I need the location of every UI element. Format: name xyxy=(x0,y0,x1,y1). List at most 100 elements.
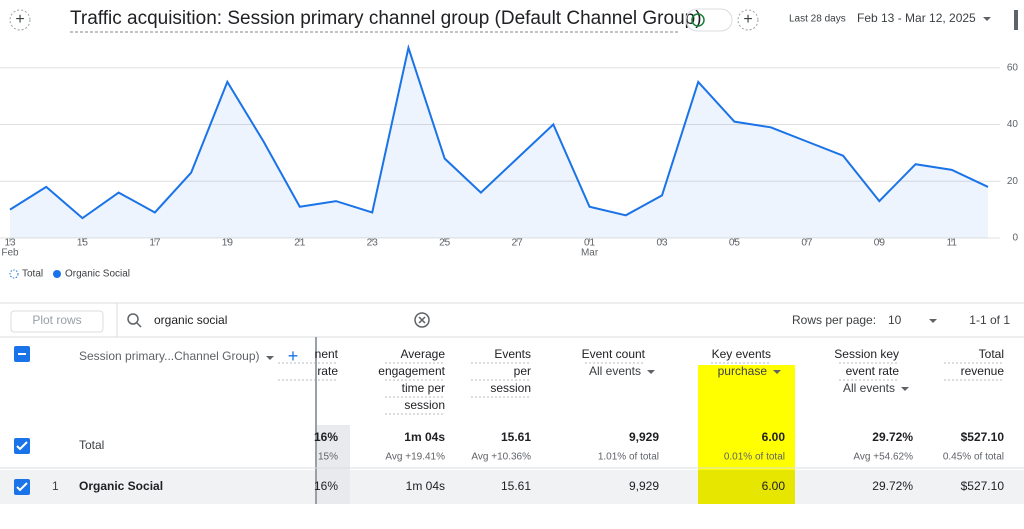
row-bg xyxy=(0,470,1024,504)
plus-icon: + xyxy=(743,11,752,28)
header-bar xyxy=(0,0,1024,40)
line xyxy=(9,44,989,220)
x-tick-label: 09 xyxy=(874,238,886,249)
panel-icon[interactable] xyxy=(1014,10,1018,30)
total-note: Avg +19.41% xyxy=(385,452,445,463)
total-note: Avg +10.36% xyxy=(471,452,531,463)
column-header[interactable]: Total xyxy=(979,347,1004,361)
search-icon xyxy=(127,313,139,325)
column-header[interactable]: Session key xyxy=(834,347,899,361)
x-tick-label: 07 xyxy=(801,238,813,249)
check xyxy=(16,441,28,451)
pagination: 1-1 of 1 xyxy=(969,313,1010,327)
cell-value: 29.72% xyxy=(872,479,913,493)
rows-per-page[interactable]: 10 xyxy=(888,313,902,327)
add-dimension[interactable]: + xyxy=(288,346,299,366)
x-tick-sublabel: Feb xyxy=(1,248,19,259)
column-header[interactable]: Average xyxy=(401,347,446,361)
total-label: Total xyxy=(79,438,104,452)
add-comparison[interactable] xyxy=(737,9,759,31)
metric-selector[interactable]: All events xyxy=(843,381,895,395)
total-value: 15.61 xyxy=(501,430,531,444)
y-tick-label: 0 xyxy=(1012,233,1018,244)
column-header[interactable]: rate xyxy=(317,364,338,378)
column-header[interactable]: Events xyxy=(494,347,531,361)
check xyxy=(16,482,28,492)
total-note: Avg +54.62% xyxy=(853,452,913,463)
dimension-header[interactable]: Session primary...Channel Group) xyxy=(79,349,260,363)
date-preset: Last 28 days xyxy=(789,14,846,25)
column-header[interactable]: session xyxy=(490,381,531,395)
x-tick-label: 03 xyxy=(656,238,668,249)
total-value: 9,929 xyxy=(629,430,659,444)
check-icon xyxy=(691,13,705,27)
search-input[interactable]: organic social xyxy=(154,313,227,327)
total-note: 0.01% of total xyxy=(724,452,785,463)
column-header[interactable]: event rate xyxy=(846,364,900,378)
column-header[interactable]: engagement xyxy=(378,364,445,378)
cell-value: 9,929 xyxy=(629,479,659,493)
dropdown-arrow xyxy=(647,370,655,374)
total-note: 0.45% of total xyxy=(943,452,1004,463)
y-tick-label: 40 xyxy=(1007,119,1019,130)
dropdown-arrow xyxy=(901,387,909,391)
cell-value: $527.10 xyxy=(961,479,1005,493)
y-tick-label: 20 xyxy=(1007,176,1019,187)
legend-swatch xyxy=(53,270,61,278)
x-tick-label: 23 xyxy=(367,238,379,249)
row-label: Organic Social xyxy=(79,479,163,493)
row-index: 1 xyxy=(52,479,59,493)
dropdown-arrow xyxy=(773,370,781,374)
legend-label: Organic Social xyxy=(65,269,130,280)
metric-selector[interactable]: purchase xyxy=(718,364,768,378)
metric-selector[interactable]: All events xyxy=(589,364,641,378)
dropdown-arrow xyxy=(266,356,274,360)
plot-rows-label: Plot rows xyxy=(32,313,81,327)
total-note: 15% xyxy=(318,452,338,463)
clear-icon xyxy=(418,316,426,324)
total-value: $527.10 xyxy=(961,430,1005,444)
column-header[interactable]: per xyxy=(514,364,531,378)
column-header[interactable]: time per xyxy=(402,381,445,395)
cell-value: 15.61 xyxy=(501,479,531,493)
add-button[interactable] xyxy=(9,9,31,31)
total-value: 29.72% xyxy=(872,430,913,444)
cell-value: 6.00 xyxy=(762,479,786,493)
x-tick-label: 17 xyxy=(149,238,161,249)
cell-value: 16% xyxy=(314,479,338,493)
highlight xyxy=(698,470,795,504)
rows-per-page-label: Rows per page: xyxy=(792,313,876,327)
status-chip[interactable] xyxy=(685,8,733,32)
column-header[interactable]: nent xyxy=(315,347,339,361)
report-title: Traffic acquisition: Session primary cha… xyxy=(70,8,702,29)
column-header[interactable]: session xyxy=(404,398,445,412)
cell-value: 1m 04s xyxy=(406,479,445,493)
x-tick-label: 19 xyxy=(222,238,234,249)
total-value: 6.00 xyxy=(762,430,786,444)
total-value: 1m 04s xyxy=(404,430,445,444)
legend-label: Total xyxy=(22,269,43,280)
plot-rows-button[interactable] xyxy=(10,310,104,333)
column-header[interactable]: revenue xyxy=(961,364,1005,378)
x-tick-label: 25 xyxy=(439,238,451,249)
x-tick-label: 13 xyxy=(4,238,16,249)
clear-search[interactable] xyxy=(414,312,430,328)
date-range[interactable]: Feb 13 - Mar 12, 2025 xyxy=(857,11,976,25)
x-tick-label: 21 xyxy=(294,238,306,249)
total-note: 1.01% of total xyxy=(598,452,659,463)
search-icon xyxy=(136,322,142,328)
legend-icon xyxy=(9,269,19,279)
x-tick-label: 15 xyxy=(77,238,89,249)
dropdown-arrow xyxy=(983,17,991,21)
x-tick-label: 05 xyxy=(729,238,741,249)
x-tick-sublabel: Mar xyxy=(581,248,599,259)
x-tick-label: 01 xyxy=(584,238,596,249)
column-header[interactable]: Event count xyxy=(582,347,646,361)
y-tick-label: 60 xyxy=(1007,62,1019,73)
column-header[interactable]: Key events xyxy=(712,347,771,361)
x-tick-label: 27 xyxy=(512,238,524,249)
total-value: 16% xyxy=(314,430,338,444)
